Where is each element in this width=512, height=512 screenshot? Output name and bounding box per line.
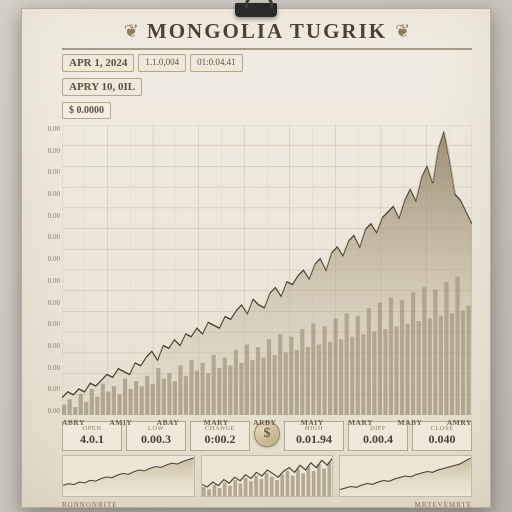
ornament-left: ❦	[124, 21, 139, 42]
stat-value: 0.01.94	[289, 432, 339, 447]
value-main-pill: 1.1.0,004	[138, 54, 186, 72]
sparkline-1	[62, 455, 195, 497]
y-tick-label: 0.00	[26, 385, 60, 393]
y-tick-label: 0.00	[26, 342, 60, 350]
y-tick-label: 0.00	[26, 364, 60, 372]
main-chart: 0.000.000.000.000.000.000.000.000.000.00…	[62, 125, 472, 415]
y-tick-label: 0.00	[26, 255, 60, 263]
sparkline-row	[62, 455, 472, 497]
x-tick-label: AMRY	[447, 418, 472, 427]
x-tick-label: MABY	[398, 418, 423, 427]
chart-svg	[62, 125, 472, 415]
footer: RONNONRITE MRTEVEMRTE	[62, 501, 472, 509]
price-pill: $ 0.0000	[62, 102, 111, 119]
subheader-row-3: $ 0.0000	[62, 102, 472, 119]
stat-value: 0.00.4	[353, 432, 403, 447]
y-tick-label: 0.00	[26, 320, 60, 328]
date-alt-pill: APRY 10, 0IL	[62, 78, 142, 96]
x-tick-label: MARY	[204, 418, 229, 427]
stat-value: 0:00.2	[195, 432, 245, 447]
x-tick-label: AMIY	[109, 418, 132, 427]
subheader-row: APR 1, 2024 1.1.0,004 01:0.04.41	[62, 54, 472, 72]
x-tick-label: ABRY	[62, 418, 85, 427]
x-tick-label: ARBY	[253, 418, 276, 427]
stat-value: 0.00.3	[131, 432, 181, 447]
ornament-right: ❦	[395, 21, 410, 42]
sparkline-3	[339, 455, 472, 497]
sparkline-2	[201, 455, 334, 497]
y-tick-label: 0.00	[26, 125, 60, 133]
y-tick-label: 0.00	[26, 299, 60, 307]
subheader-row-2: APRY 10, 0IL	[62, 78, 472, 96]
header: ❦ MONGOLIA TUGRIK ❦	[62, 19, 472, 50]
footer-right: MRTEVEMRTE	[415, 501, 472, 509]
y-tick-label: 0.00	[26, 212, 60, 220]
x-tick-label: MARY	[348, 418, 373, 427]
value-alt-pill: 01:0.04.41	[190, 54, 243, 72]
y-tick-label: 0.00	[26, 147, 60, 155]
stat-value: 4.0.1	[67, 432, 117, 447]
y-tick-label: 0.00	[26, 168, 60, 176]
date-main-pill: APR 1, 2024	[62, 54, 134, 72]
x-axis-labels: ABRY AMIY ABAY MARY ARBY MAIY MARY MABY AMRY	[62, 418, 472, 427]
y-tick-label: 0.00	[26, 233, 60, 241]
x-tick-label: ABAY	[157, 418, 180, 427]
y-tick-label: 0.00	[26, 277, 60, 285]
y-axis-labels: 0.00 0.00 0.00 0.00 0.00 0.00 0.00 0.00 0.00 0.00…	[26, 125, 60, 415]
binder-clip	[235, 3, 277, 17]
footer-left: RONNONRITE	[62, 501, 118, 509]
stat-value: 0.040	[417, 432, 467, 447]
y-tick-label: 0.00	[26, 190, 60, 198]
x-tick-label: MAIY	[301, 418, 324, 427]
poster-frame: ❦ MONGOLIA TUGRIK ❦ APR 1, 2024 1.1.0,00…	[21, 8, 491, 508]
page-title: MONGOLIA TUGRIK	[147, 19, 387, 44]
y-tick-label: 0.00	[26, 407, 60, 415]
